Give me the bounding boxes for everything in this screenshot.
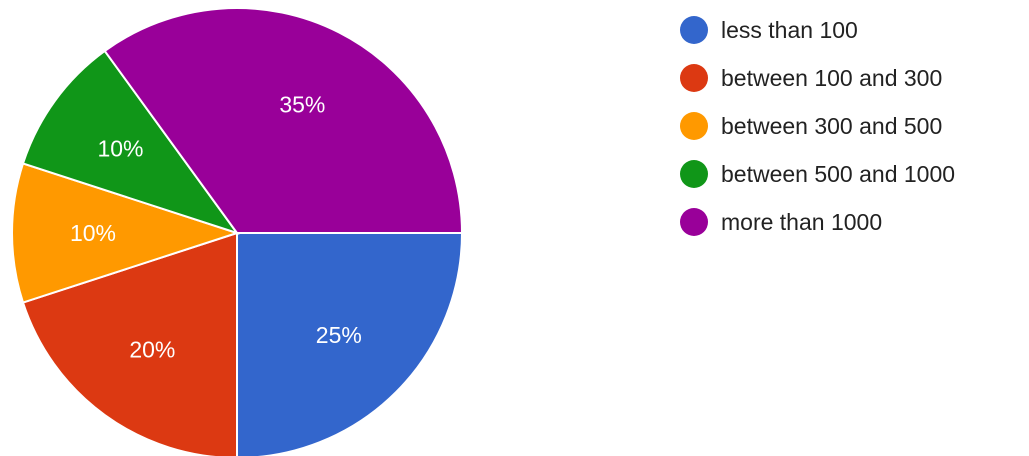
pie-slice-label-less-than-100: 25% (316, 322, 362, 348)
pie-slice-label-between-500-and-1000: 10% (97, 135, 143, 161)
legend-item-between-300-and-500: between 300 and 500 (680, 102, 1025, 150)
pie-chart-plot: 25% 20% 10% 10% 35% (11, 7, 464, 456)
legend-label: between 500 and 1000 (721, 160, 956, 187)
legend-item-less-than-100: less than 100 (680, 6, 1025, 54)
legend-label: less than 100 (721, 16, 858, 43)
legend-swatch (680, 112, 708, 140)
pie-slice-more-than-1000 (103, 7, 464, 234)
legend-swatch (680, 160, 708, 188)
legend-label: between 100 and 300 (721, 64, 943, 91)
legend-item-between-100-and-300: between 100 and 300 (680, 54, 1025, 102)
pie-slice-less-than-100 (236, 232, 464, 456)
legend-swatch (680, 208, 708, 236)
pie-slice-between-300-and-500 (11, 162, 241, 304)
legend-item-between-500-and-1000: between 500 and 1000 (680, 150, 1025, 198)
chart-legend: less than 100 between 100 and 300 between … (680, 6, 1025, 246)
pie-slice-between-500-and-1000 (21, 49, 240, 235)
legend-swatch (680, 64, 708, 92)
pie-slice-label-between-300-and-500: 10% (70, 220, 116, 246)
legend-swatch (680, 16, 708, 44)
legend-label: more than 1000 (721, 208, 883, 235)
pie-slice-label-between-100-and-300: 20% (129, 336, 175, 362)
legend-label: between 300 and 500 (721, 112, 943, 139)
legend-item-more-than-1000: more than 1000 (680, 198, 1025, 246)
pie-slice-label-more-than-1000: 35% (279, 92, 325, 118)
